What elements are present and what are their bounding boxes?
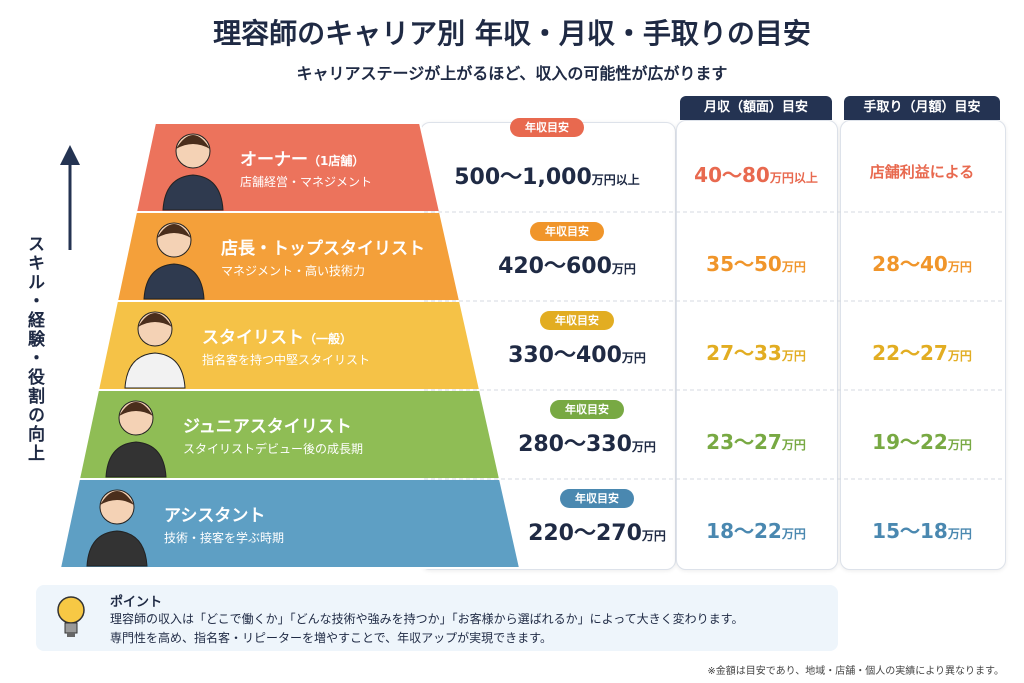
annual-badge: 年収目安 (560, 489, 634, 508)
annual-value: 420～600万円 (447, 248, 687, 280)
takehome-unit: 万円 (947, 349, 972, 363)
tier-title-note: （1店舗） (308, 154, 365, 168)
tier-title-text: アシスタント (164, 506, 266, 526)
person-body (162, 174, 224, 211)
person-hair (157, 224, 191, 238)
tier-title-note: （一般） (304, 332, 353, 346)
monthly-value: 23～27万円 (676, 426, 836, 455)
annual-number: 500～1,000 (454, 165, 592, 190)
tier-title-text: スタイリスト (202, 328, 304, 348)
tier-title: スタイリスト（一般） (202, 323, 352, 348)
tier-title-text: ジュニアスタイリスト (183, 417, 352, 437)
annual-value: 330～400万円 (457, 337, 697, 369)
person-hair (119, 402, 153, 416)
bulb-icon (57, 596, 85, 637)
takehome-number: 15～18 (872, 519, 948, 543)
takehome-panel (840, 120, 1006, 570)
annual-badge: 年収目安 (540, 311, 614, 330)
person-body (143, 263, 205, 300)
annual-number: 220～270 (528, 521, 642, 546)
monthly-number: 35～50 (706, 252, 782, 276)
takehome-unit: 万円 (947, 260, 972, 274)
tier-description: スタイリストデビュー後の成長期 (183, 442, 364, 456)
monthly-number: 40～80 (694, 163, 770, 187)
tier-description: 指名客を持つ中堅スタイリスト (202, 353, 371, 367)
takehome-number: 22～27 (872, 341, 948, 365)
takehome-number: 28～40 (872, 252, 948, 276)
person-body (86, 530, 148, 567)
annual-badge: 年収目安 (530, 222, 604, 241)
arrow-head (60, 145, 80, 165)
annual-badge: 年収目安 (510, 118, 584, 137)
takehome-header: 手取り（月額）目安 (844, 96, 1000, 120)
annual-value: 500～1,000万円以上 (427, 159, 667, 191)
takehome-value: 28～40万円 (840, 248, 1004, 277)
monthly-unit: 万円 (781, 260, 806, 274)
person-hair (176, 135, 210, 149)
tier-title-text: 店長・トップスタイリスト (221, 239, 425, 259)
annual-number: 280～330 (518, 432, 632, 457)
point-line: 理容師の収入は「どこで働くか」「どんな技術や強みを持つか」「お客様から選ばれるか… (110, 612, 744, 626)
monthly-number: 18～22 (706, 519, 782, 543)
subtitle: キャリアステージが上がるほど、収入の可能性が広がります (296, 64, 728, 83)
annual-unit: 万円 (631, 440, 656, 454)
tier-description: マネジメント・高い技術力 (221, 264, 366, 278)
monthly-value: 27～33万円 (676, 337, 836, 366)
tier-description: 店舗経営・マネジメント (240, 175, 373, 189)
point-title: ポイント (110, 595, 163, 610)
monthly-number: 27～33 (706, 341, 782, 365)
tier-title: オーナー（1店舗） (240, 145, 364, 170)
annual-unit: 万円 (641, 529, 666, 543)
tier-band (58, 478, 522, 569)
monthly-value: 18～22万円 (676, 515, 836, 544)
person-hair (138, 313, 172, 327)
takehome-value: 22～27万円 (840, 337, 1004, 366)
monthly-unit: 万円 (781, 438, 806, 452)
person-body (124, 352, 186, 389)
takehome-value: 19～22万円 (840, 426, 1004, 455)
monthly-unit: 万円 (781, 349, 806, 363)
point-line: 専門性を高め、指名客・リピーターを増やすことで、年収アップが実現できます。 (110, 631, 552, 645)
annual-unit: 万円以上 (591, 173, 640, 187)
monthly-panel (676, 120, 838, 570)
point-box: ポイント 理容師の収入は「どこで働くか」「どんな技術や強みを持つか」「お客様から… (36, 585, 838, 651)
annual-value: 280～330万円 (467, 426, 707, 458)
monthly-value: 35～50万円 (676, 248, 836, 277)
takehome-number: 店舗利益による (869, 163, 975, 181)
takehome-value: 店舗利益による (840, 161, 1004, 182)
tier-title: 店長・トップスタイリスト (221, 234, 425, 259)
annual-number: 330～400 (508, 343, 622, 368)
monthly-unit: 万円以上 (769, 171, 818, 185)
monthly-number: 23～27 (706, 430, 782, 454)
annual-badge: 年収目安 (550, 400, 624, 419)
annual-value: 220～270万円 (477, 515, 717, 547)
annual-unit: 万円 (611, 262, 636, 276)
monthly-value: 40～80万円以上 (676, 159, 836, 188)
takehome-number: 19～22 (872, 430, 948, 454)
annual-number: 420～600 (498, 254, 612, 279)
takehome-unit: 万円 (947, 527, 972, 541)
tier-title: アシスタント (164, 501, 265, 526)
tier-title-text: オーナー (240, 150, 308, 170)
tier-description: 技術・接客を学ぶ時期 (164, 531, 285, 545)
axis-label: スキル・経験・役割の向上 (24, 235, 44, 463)
tier-title: ジュニアスタイリスト (183, 412, 352, 437)
takehome-unit: 万円 (947, 438, 972, 452)
title: 理容師のキャリア別 年収・月収・手取りの目安 (213, 17, 811, 50)
monthly-header: 月収（額面）目安 (680, 96, 832, 120)
person-hair (100, 491, 134, 505)
person-body (105, 441, 167, 478)
takehome-value: 15～18万円 (840, 515, 1004, 544)
footnote: ※金額は目安であり、地域・店舗・個人の実績により異なります。 (707, 666, 1004, 677)
monthly-unit: 万円 (781, 527, 806, 541)
annual-unit: 万円 (621, 351, 646, 365)
